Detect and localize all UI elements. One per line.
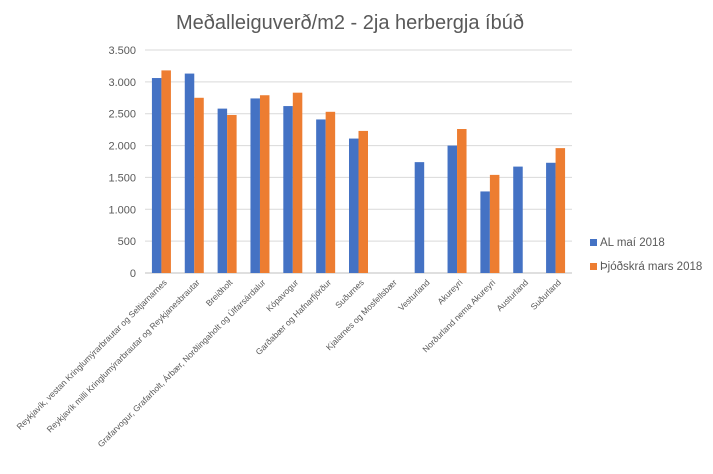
legend-label: Þjóðskrá mars 2018 [600, 261, 702, 273]
bar-series-2 [259, 95, 270, 273]
bar-series-2 [161, 70, 171, 273]
y-tick-label: 2.000 [108, 141, 136, 153]
x-category-label: Reykjavík milli Kringlumýrarbrautar og R… [45, 277, 202, 434]
bar-series-1 [283, 106, 293, 273]
y-tick-label: 1.000 [108, 204, 136, 216]
bar-series-1 [546, 162, 556, 273]
bar-series-2 [194, 97, 204, 274]
chart-title: Meðalleiguverð/m2 - 2ja herbergja íbúð [176, 12, 524, 34]
bar-series-2 [358, 130, 368, 273]
bar-series-1 [316, 119, 326, 273]
bar-series-2 [227, 114, 237, 273]
legend-swatch [590, 239, 597, 246]
bar-series-1 [349, 138, 359, 273]
x-category-label: Breiðholt [204, 277, 235, 308]
bar-series-1 [447, 145, 458, 273]
bar-series-1 [217, 108, 228, 273]
y-tick-label: 0 [130, 268, 136, 280]
bar-series-2 [457, 129, 467, 273]
y-tick-label: 500 [118, 236, 136, 248]
y-tick-label: 2.500 [108, 109, 136, 121]
y-tick-label: 1.500 [108, 172, 136, 184]
bar-series-2 [292, 92, 303, 273]
y-tick-label: 3.500 [108, 45, 136, 57]
x-category-label: Reykjavík, vestan Kringlumýrarbrautar og… [14, 277, 168, 431]
bar-series-1 [513, 166, 523, 273]
bar-series-1 [184, 73, 195, 274]
legend-label: AL maí 2018 [600, 237, 665, 249]
legend-swatch [590, 263, 597, 270]
y-axis-tick-labels: 0 500 1.000 1.500 2.000 2.500 3.000 3.500 [108, 45, 136, 280]
x-category-label: Suðurland [529, 277, 564, 312]
x-category-label: Suðurnes [333, 277, 366, 310]
bar-series-2 [489, 174, 500, 273]
bars [151, 70, 566, 274]
x-category-label: Vesturland [396, 277, 432, 313]
x-category-label: Austurland [494, 277, 530, 313]
bar-series-2 [555, 148, 566, 273]
bar-series-1 [480, 191, 490, 273]
y-tick-label: 3.000 [108, 77, 136, 89]
bar-series-1 [250, 98, 260, 274]
x-axis-category-labels: Reykjavík, vestan Kringlumýrarbrautar og… [14, 277, 563, 449]
bar-series-1 [414, 162, 425, 273]
legend: AL maí 2018 Þjóðskrá mars 2018 [590, 237, 702, 273]
x-category-label: Akureyri [435, 277, 464, 306]
bar-series-1 [151, 78, 162, 273]
bar-series-2 [325, 111, 336, 273]
